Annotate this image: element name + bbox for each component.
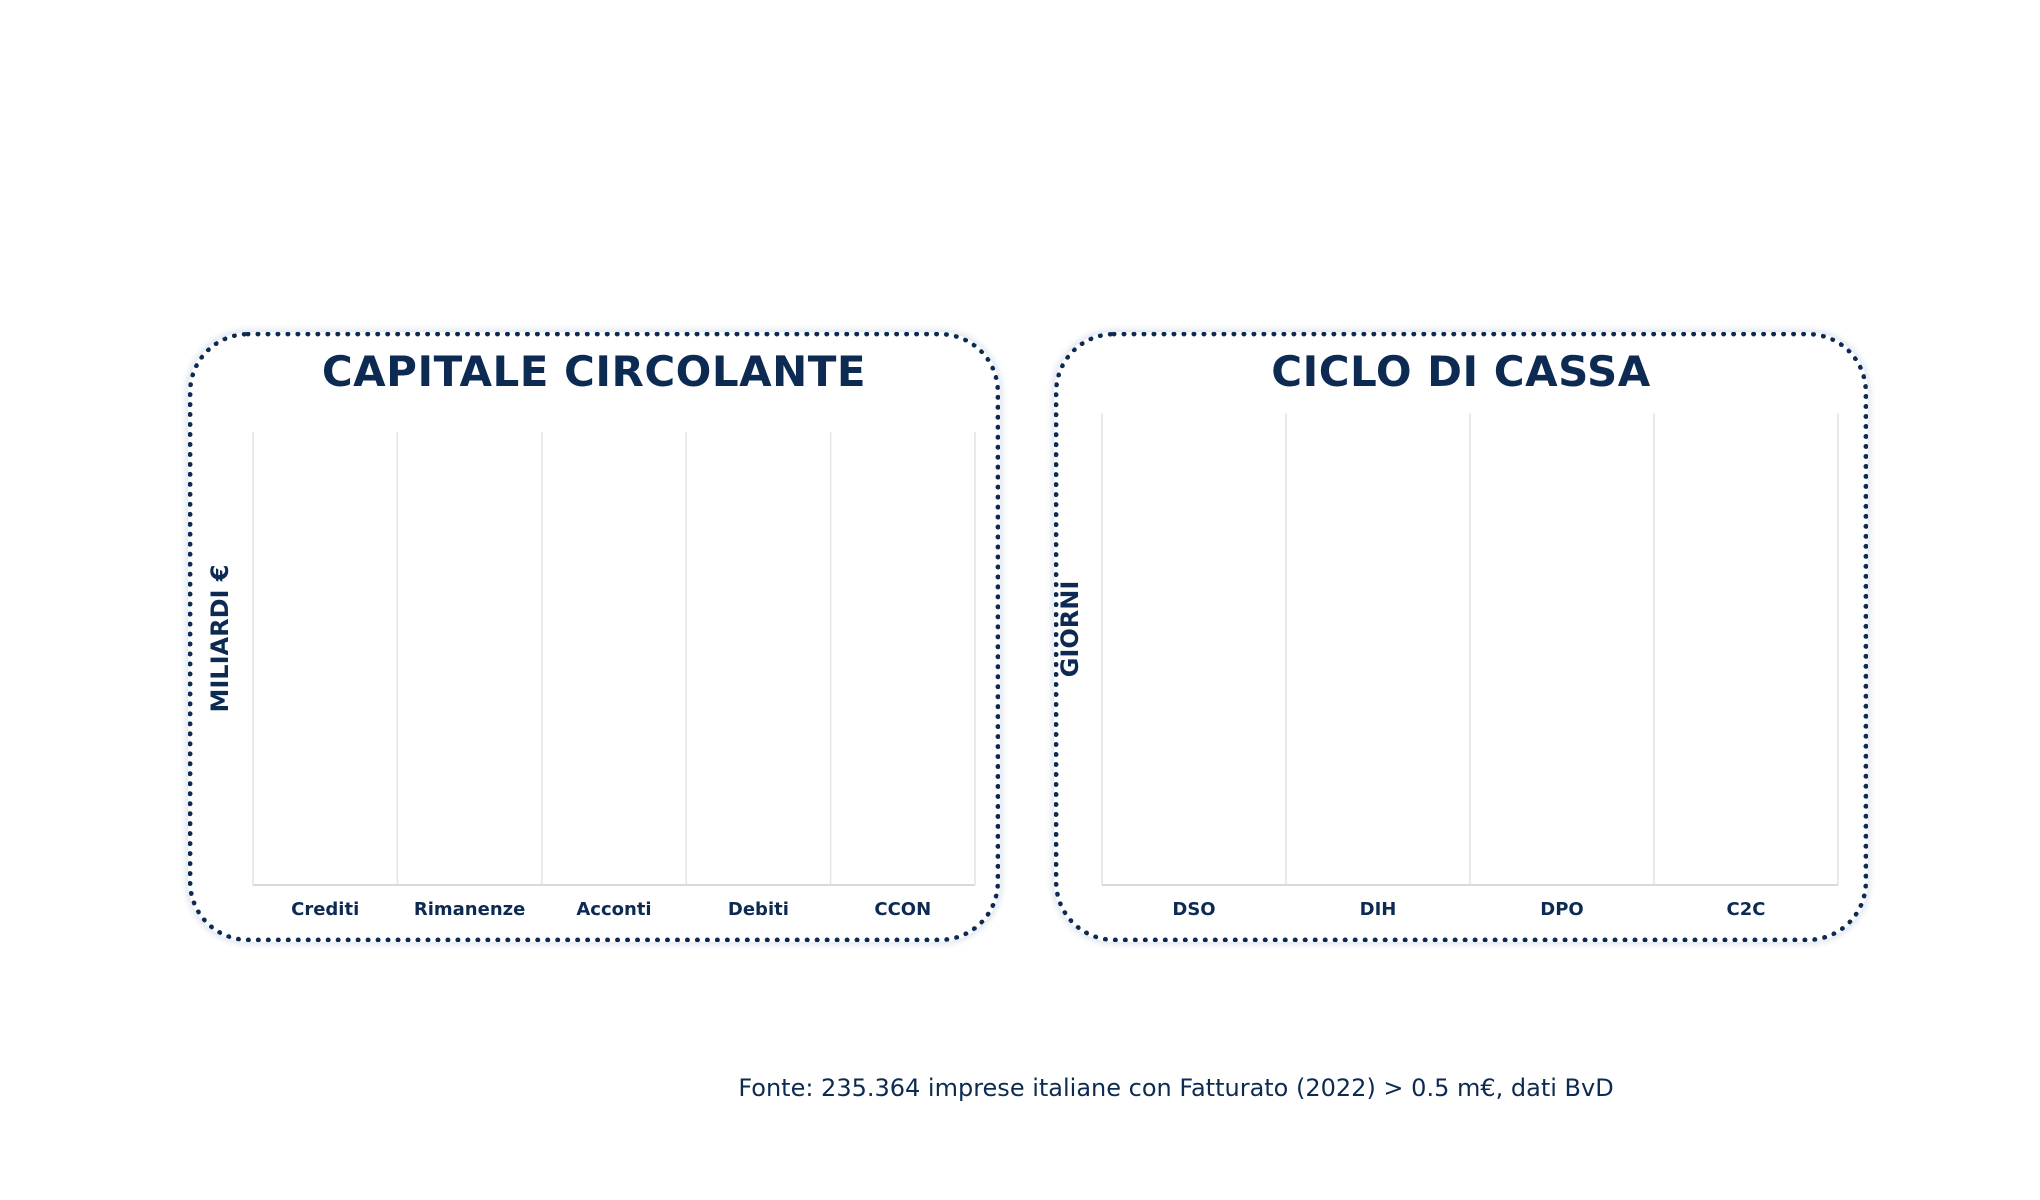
x-tick-label: Crediti [291,899,359,920]
y-axis-label: GIORNI [1056,581,1084,678]
panel-capitale-circolante: CAPITALE CIRCOLANTE [188,332,1000,942]
x-tick-label: DIH [1360,899,1397,920]
x-tick-label: DPO [1540,899,1583,920]
x-tick-label: CCON [874,899,931,920]
y-axis-label: MILIARDI € [206,565,234,713]
chart-title: CAPITALE CIRCOLANTE [321,347,867,396]
panel-ciclo-di-cassa: CICLO DI CASSA [1054,332,1868,942]
x-tick-label: Acconti [576,899,651,920]
x-tick-label: Rimanenze [414,899,525,920]
x-tick-label: C2C [1727,899,1766,920]
source-note: Fonte: 235.364 imprese italiane con Fatt… [738,1074,1614,1102]
x-tick-label: DSO [1172,899,1215,920]
x-tick-label: Debiti [728,899,789,920]
chart-title: CICLO DI CASSA [1271,347,1651,396]
